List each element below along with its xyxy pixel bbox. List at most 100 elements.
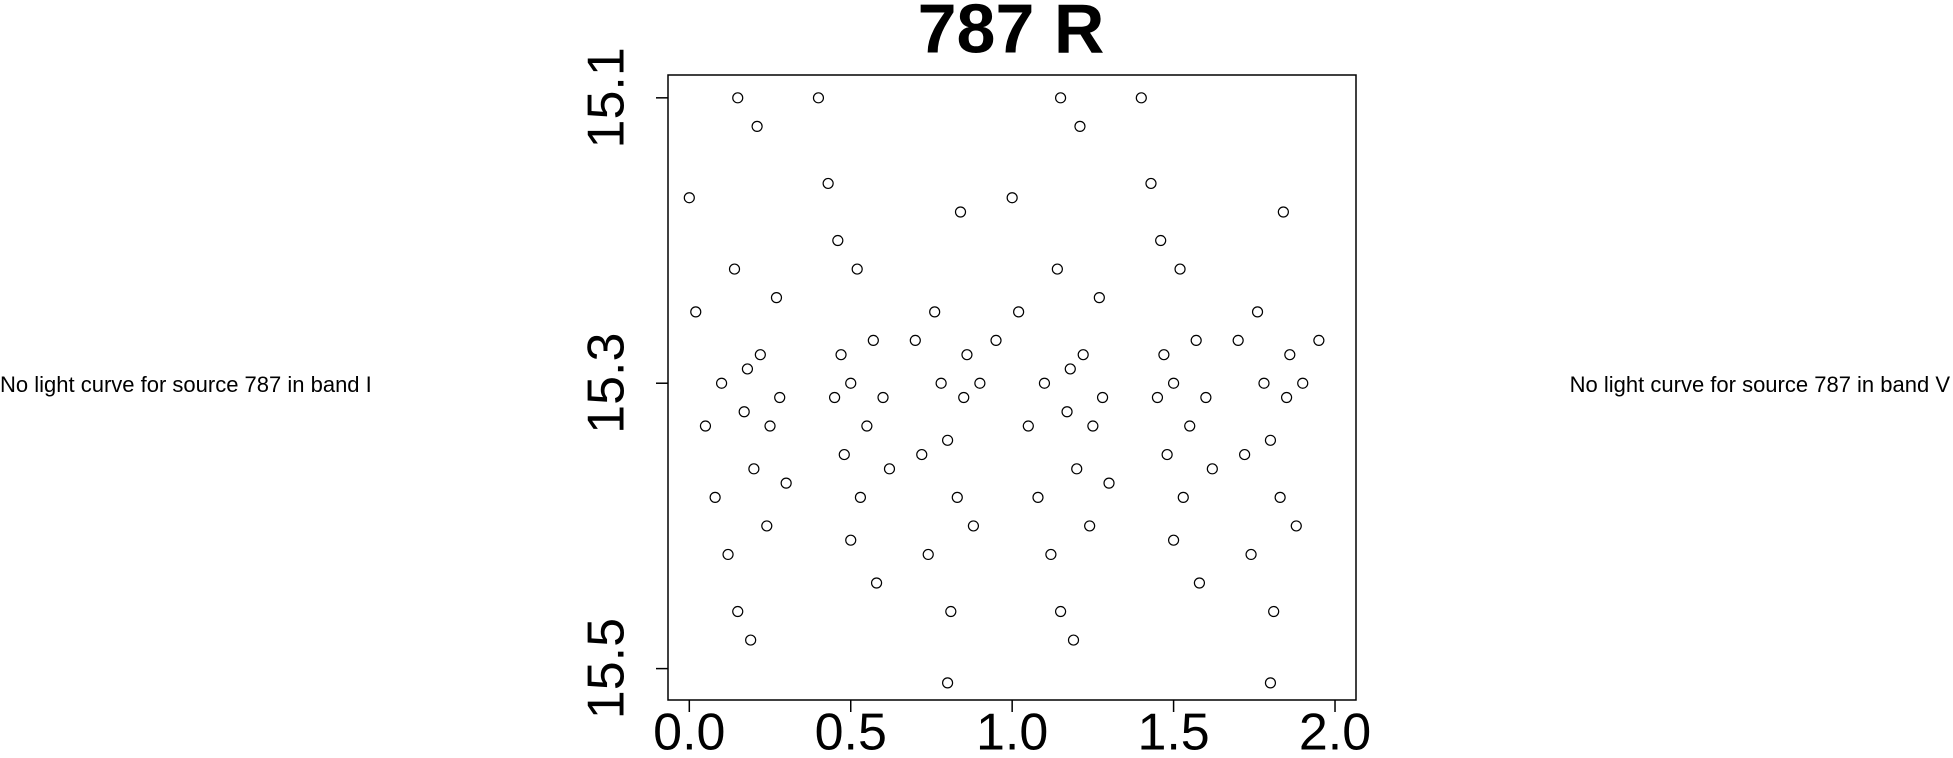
point [741, 363, 754, 375]
point [851, 263, 863, 275]
point [1268, 605, 1280, 618]
point [1200, 391, 1212, 404]
point [861, 420, 873, 432]
point [1158, 349, 1170, 361]
side-note: No light curve for source 787 in band V [1570, 372, 1951, 397]
point [1290, 520, 1302, 532]
point [1184, 420, 1196, 432]
point [1151, 391, 1164, 404]
point [1264, 434, 1277, 446]
x-tick-label: 0.0 [653, 704, 725, 758]
x-tick-label: 1.5 [1137, 704, 1209, 758]
point [845, 377, 857, 389]
point [732, 92, 744, 104]
point [748, 463, 760, 475]
point [1006, 192, 1018, 204]
point [1013, 306, 1025, 318]
point [1038, 377, 1051, 389]
point [728, 263, 741, 275]
y-tick-label: 15.3 [578, 333, 636, 434]
point [709, 491, 721, 503]
point [1084, 520, 1096, 532]
point [916, 448, 928, 461]
point [1145, 177, 1157, 190]
point [1258, 377, 1270, 389]
point [1174, 263, 1186, 275]
point [1087, 420, 1099, 432]
point [1155, 234, 1167, 247]
point [877, 391, 889, 404]
point [1135, 92, 1147, 104]
y-tick-label: 15.1 [578, 47, 636, 148]
point [699, 420, 712, 432]
point [1284, 349, 1296, 361]
point [732, 605, 744, 618]
point [1232, 334, 1244, 347]
point [1067, 634, 1080, 646]
point [1054, 605, 1067, 618]
point [1093, 292, 1105, 304]
point [990, 334, 1002, 347]
point [922, 548, 934, 561]
point [1264, 677, 1277, 689]
point [835, 349, 847, 361]
point [715, 377, 728, 389]
x-tick-label: 1.0 [976, 704, 1048, 758]
point [854, 491, 867, 503]
point [929, 306, 941, 318]
point [1190, 334, 1202, 347]
y-tick-label: 15.5 [578, 618, 636, 719]
point [761, 520, 773, 532]
point [1103, 477, 1115, 489]
point [1077, 349, 1089, 361]
chart-title: 787 R [918, 0, 1105, 67]
point [1193, 577, 1206, 589]
point [867, 334, 879, 347]
point [832, 234, 844, 247]
point [1280, 391, 1293, 404]
point [722, 548, 734, 561]
point [1239, 448, 1251, 461]
point [961, 349, 973, 361]
point [812, 92, 825, 104]
point [1274, 491, 1286, 503]
x-tick-label: 0.5 [815, 704, 887, 758]
point [941, 434, 954, 446]
point [1245, 548, 1257, 561]
point [828, 391, 841, 404]
side-note: No light curve for source 787 in band I [0, 372, 372, 397]
point [1071, 463, 1083, 475]
point [845, 534, 857, 546]
plot-frame [667, 74, 1357, 701]
point [1054, 92, 1067, 104]
point [738, 406, 750, 418]
point [780, 477, 792, 489]
point [690, 306, 702, 318]
point [683, 192, 695, 204]
point [870, 577, 883, 589]
point [1074, 120, 1086, 132]
point [941, 677, 954, 689]
point [838, 448, 850, 461]
point [1206, 463, 1218, 475]
point [1061, 406, 1073, 418]
point [909, 334, 921, 347]
point [1051, 263, 1063, 275]
point [1167, 377, 1180, 389]
point [1313, 334, 1325, 347]
point [954, 206, 967, 218]
point [1167, 534, 1180, 546]
point [945, 605, 957, 618]
point [774, 391, 786, 404]
point [1161, 448, 1173, 461]
point [751, 120, 763, 132]
point [822, 177, 834, 190]
point [1032, 491, 1044, 503]
point [1064, 363, 1076, 375]
point [974, 377, 986, 389]
point [1022, 420, 1034, 432]
point [883, 463, 896, 475]
point [1297, 377, 1309, 389]
